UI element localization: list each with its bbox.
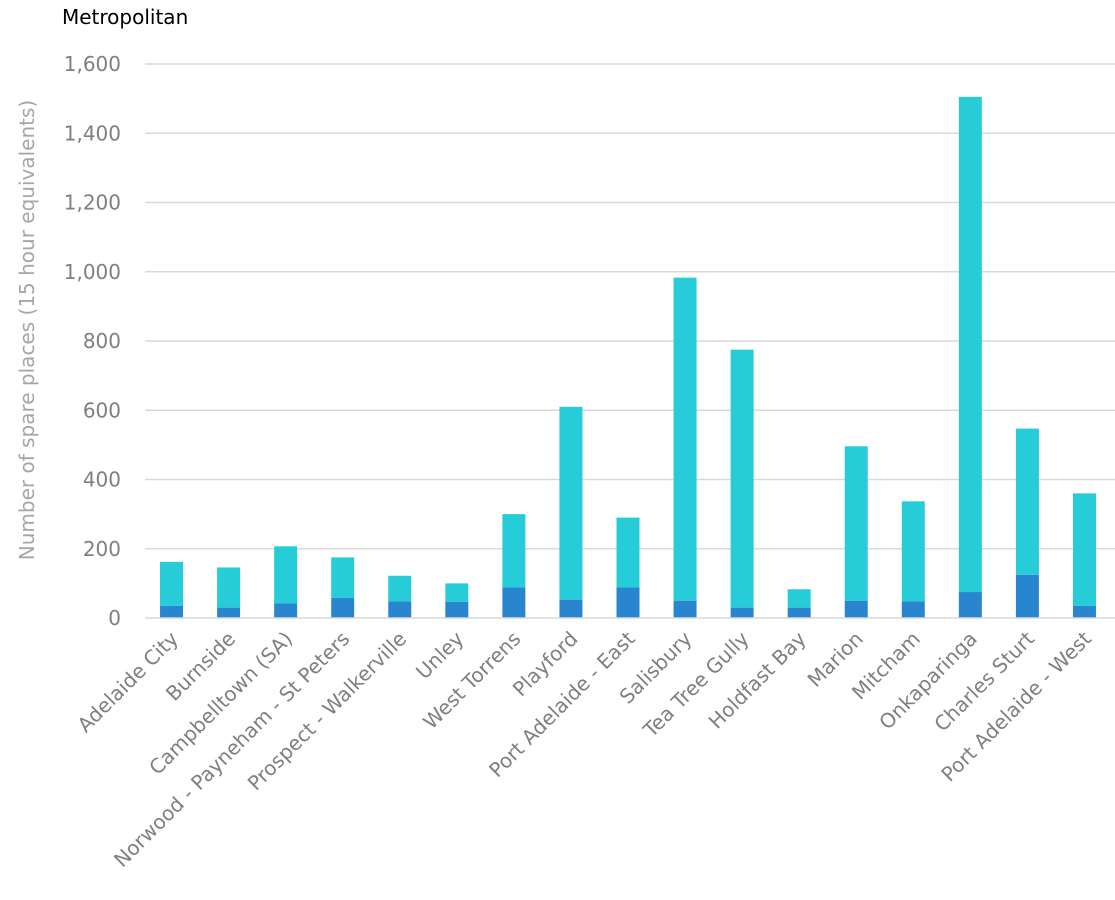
bar-segment-upper xyxy=(616,517,640,588)
bar-segment-upper xyxy=(160,561,184,606)
bar-segment-upper xyxy=(901,501,925,602)
gridlines xyxy=(145,63,1115,550)
bar-segment-lower xyxy=(559,599,583,618)
y-tick-label: 0 xyxy=(108,606,121,630)
bar-segment-upper xyxy=(1072,493,1096,606)
y-tick-label: 1,600 xyxy=(64,52,121,76)
bar-segment-upper xyxy=(844,446,868,601)
bars xyxy=(160,96,1096,618)
bar-segment-lower xyxy=(673,600,697,618)
y-tick-label: 1,200 xyxy=(64,191,121,215)
bar-segment-upper xyxy=(217,567,241,608)
bar-segment-upper xyxy=(673,277,697,601)
x-tick-label: Charles Sturt xyxy=(929,626,1039,736)
y-tick-label: 400 xyxy=(83,468,121,492)
bar-segment-lower xyxy=(274,603,298,618)
bar-segment-upper xyxy=(559,406,583,600)
bar-segment-upper xyxy=(1015,428,1039,575)
bar-segment-upper xyxy=(787,589,811,608)
y-axis-label: Number of spare places (15 hour equivale… xyxy=(15,100,39,560)
bar-segment-lower xyxy=(502,587,526,618)
bar-segment-lower xyxy=(844,600,868,618)
bar-segment-lower xyxy=(331,597,355,618)
bar-segment-upper xyxy=(331,557,355,598)
bar-segment-lower xyxy=(901,601,925,618)
bar-segment-upper xyxy=(274,546,298,604)
bar-segment-lower xyxy=(1072,605,1096,618)
bar-segment-upper xyxy=(388,575,412,602)
chart-title: Metropolitan xyxy=(62,5,188,29)
y-tick-label: 1,400 xyxy=(64,121,121,145)
bar-segment-upper xyxy=(958,96,982,593)
bar-segment-lower xyxy=(445,601,469,618)
bar-segment-upper xyxy=(730,349,754,608)
bar-segment-lower xyxy=(616,587,640,618)
bar-segment-lower xyxy=(730,607,754,618)
y-tick-label: 800 xyxy=(83,329,121,353)
bar-segment-lower xyxy=(217,607,241,618)
y-tick-label: 1,000 xyxy=(64,260,121,284)
bar-segment-upper xyxy=(502,514,526,588)
y-axis-ticks: 0 200 400 600 800 1,000 1,200 1,400 1,600 xyxy=(64,52,121,630)
y-tick-label: 600 xyxy=(83,398,121,422)
bar-segment-lower xyxy=(1015,574,1039,618)
bar-segment-lower xyxy=(388,601,412,618)
bar-segment-lower xyxy=(958,592,982,618)
bar-segment-lower xyxy=(787,607,811,618)
y-tick-label: 200 xyxy=(83,537,121,561)
bar-segment-upper xyxy=(445,583,469,602)
bar-segment-lower xyxy=(160,605,184,618)
